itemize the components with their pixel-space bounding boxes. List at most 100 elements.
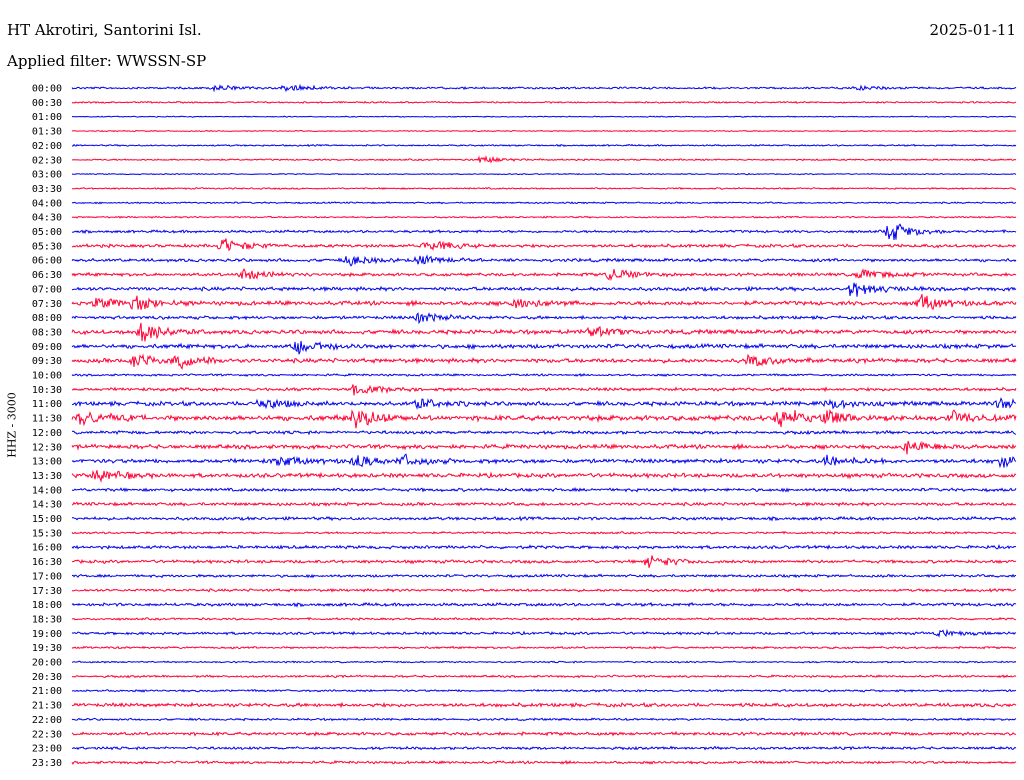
- seismic-trace-row: [71, 688, 1017, 693]
- seismic-trace-row: [71, 501, 1017, 508]
- time-tick-label: 17:30: [32, 586, 62, 597]
- time-tick-label: 18:30: [32, 614, 62, 625]
- time-tick-label: 23:30: [32, 758, 62, 769]
- seismic-trace-row: [71, 372, 1017, 378]
- seismic-trace-row: [71, 312, 1017, 325]
- seismic-trace-row: [71, 238, 1017, 252]
- time-tick-label: 13:00: [32, 457, 62, 468]
- time-tick-label: 06:00: [32, 256, 62, 267]
- time-tick-label: 03:30: [32, 184, 62, 195]
- seismic-trace-row: [71, 544, 1017, 550]
- time-tick-label: 00:30: [32, 98, 62, 109]
- time-tick-label: 23:00: [32, 744, 62, 755]
- seismic-trace-row: [71, 429, 1017, 436]
- seismic-trace-row: [71, 530, 1017, 535]
- time-tick-label: 04:30: [32, 213, 62, 224]
- seismic-trace-row: [71, 408, 1017, 429]
- time-tick-label: 03:00: [32, 170, 62, 181]
- time-tick-label: 02:30: [32, 155, 62, 166]
- time-tick-label: 10:30: [32, 385, 62, 396]
- time-tick-label: 20:00: [32, 658, 62, 669]
- time-tick-label: 19:30: [32, 643, 62, 654]
- seismic-trace-row: [71, 674, 1017, 679]
- time-tick-label: 11:30: [32, 414, 62, 425]
- seismic-trace-row: [71, 759, 1017, 765]
- seismic-trace-row: [71, 186, 1017, 191]
- seismic-trace-row: [71, 215, 1017, 219]
- time-tick-label: 07:00: [32, 284, 62, 295]
- seismic-trace-row: [71, 155, 1017, 164]
- seismic-trace-row: [71, 587, 1017, 593]
- seismic-trace-row: [71, 628, 1016, 638]
- trace-group: [71, 83, 1017, 765]
- time-tick-label: 05:00: [32, 227, 62, 238]
- time-tick-label: 21:00: [32, 686, 62, 697]
- time-tick-label: 19:00: [32, 629, 62, 640]
- seismic-trace-row: [71, 701, 1017, 709]
- time-tick-label: 08:30: [32, 327, 62, 338]
- seismic-trace-row: [71, 515, 1017, 522]
- station-title: HT Akrotiri, Santorini Isl.: [7, 21, 202, 39]
- seismic-trace-row: [71, 645, 1017, 650]
- time-tick-label: 14:30: [32, 500, 62, 511]
- time-tick-label: 01:30: [32, 127, 62, 138]
- seismic-trace-row: [71, 201, 1017, 205]
- seismic-trace-row: [71, 745, 1017, 751]
- time-tick-label: 18:00: [32, 600, 62, 611]
- filter-label: Applied filter: WWSSN-SP: [7, 52, 207, 70]
- time-tick-label: 08:00: [32, 313, 62, 324]
- seismic-trace-row: [71, 340, 1017, 355]
- seismic-trace-row: [71, 469, 1017, 483]
- time-tick-label: 12:30: [32, 442, 62, 453]
- seismic-trace-row: [71, 440, 1017, 455]
- seismic-trace-row: [71, 730, 1016, 737]
- time-tick-label: 07:30: [32, 299, 62, 310]
- seismic-trace-row: [71, 573, 1017, 579]
- time-tick-label: 15:00: [32, 514, 62, 525]
- time-tick-label: 09:30: [32, 356, 62, 367]
- seismic-trace-row: [71, 254, 1017, 267]
- time-tick-label: 16:00: [32, 543, 62, 554]
- time-tick-label: 21:30: [32, 701, 62, 712]
- seismic-trace-row: [71, 294, 1017, 311]
- time-tick-label: 14:00: [32, 485, 62, 496]
- seismic-trace-row: [71, 660, 1017, 664]
- time-tick-label: 20:30: [32, 672, 62, 683]
- seismic-trace-row: [71, 172, 1017, 176]
- time-tick-label: 06:30: [32, 270, 62, 281]
- seismic-trace-row: [72, 143, 1017, 148]
- time-tick-label: 11:00: [32, 399, 62, 410]
- seismic-trace-row: [71, 129, 1017, 133]
- seismic-trace-row: [71, 453, 1017, 469]
- seismic-trace-row: [71, 268, 1017, 282]
- time-tick-label: 04:00: [32, 198, 62, 209]
- seismic-trace-row: [71, 601, 1017, 608]
- seismic-trace-row: [71, 83, 1017, 93]
- time-tick-label: 15:30: [32, 528, 62, 539]
- time-tick-label: 09:00: [32, 342, 62, 353]
- time-tick-label: 10:00: [32, 371, 62, 382]
- seismic-trace-row: [71, 282, 1017, 297]
- seismic-trace-row: [71, 397, 1017, 410]
- seismic-trace-row: [71, 115, 1016, 118]
- date-label: 2025-01-11: [929, 21, 1016, 39]
- time-tick-label: 22:00: [32, 715, 62, 726]
- seismic-trace-row: [71, 100, 1017, 104]
- time-tick-label: 22:30: [32, 729, 62, 740]
- time-tick-label: 05:30: [32, 241, 62, 252]
- time-tick-label: 02:00: [32, 141, 62, 152]
- time-tick-label: 01:00: [32, 112, 62, 123]
- seismic-trace-row: [71, 223, 1017, 241]
- time-tick-group: 00:00 00:30 01:00 01:30 02:00 02:30 03:00 03:30…: [32, 84, 62, 769]
- time-tick-label: 12:00: [32, 428, 62, 439]
- seismic-trace-row: [71, 322, 1017, 342]
- seismic-trace-row: [72, 616, 1017, 621]
- time-tick-label: 17:00: [32, 571, 62, 582]
- seismic-trace-row: [71, 717, 1017, 722]
- time-tick-label: 16:30: [32, 557, 62, 568]
- time-tick-label: 00:00: [32, 84, 62, 95]
- seismic-trace-row: [71, 384, 1017, 396]
- seismic-trace-row: [71, 486, 1017, 493]
- time-tick-label: 13:30: [32, 471, 62, 482]
